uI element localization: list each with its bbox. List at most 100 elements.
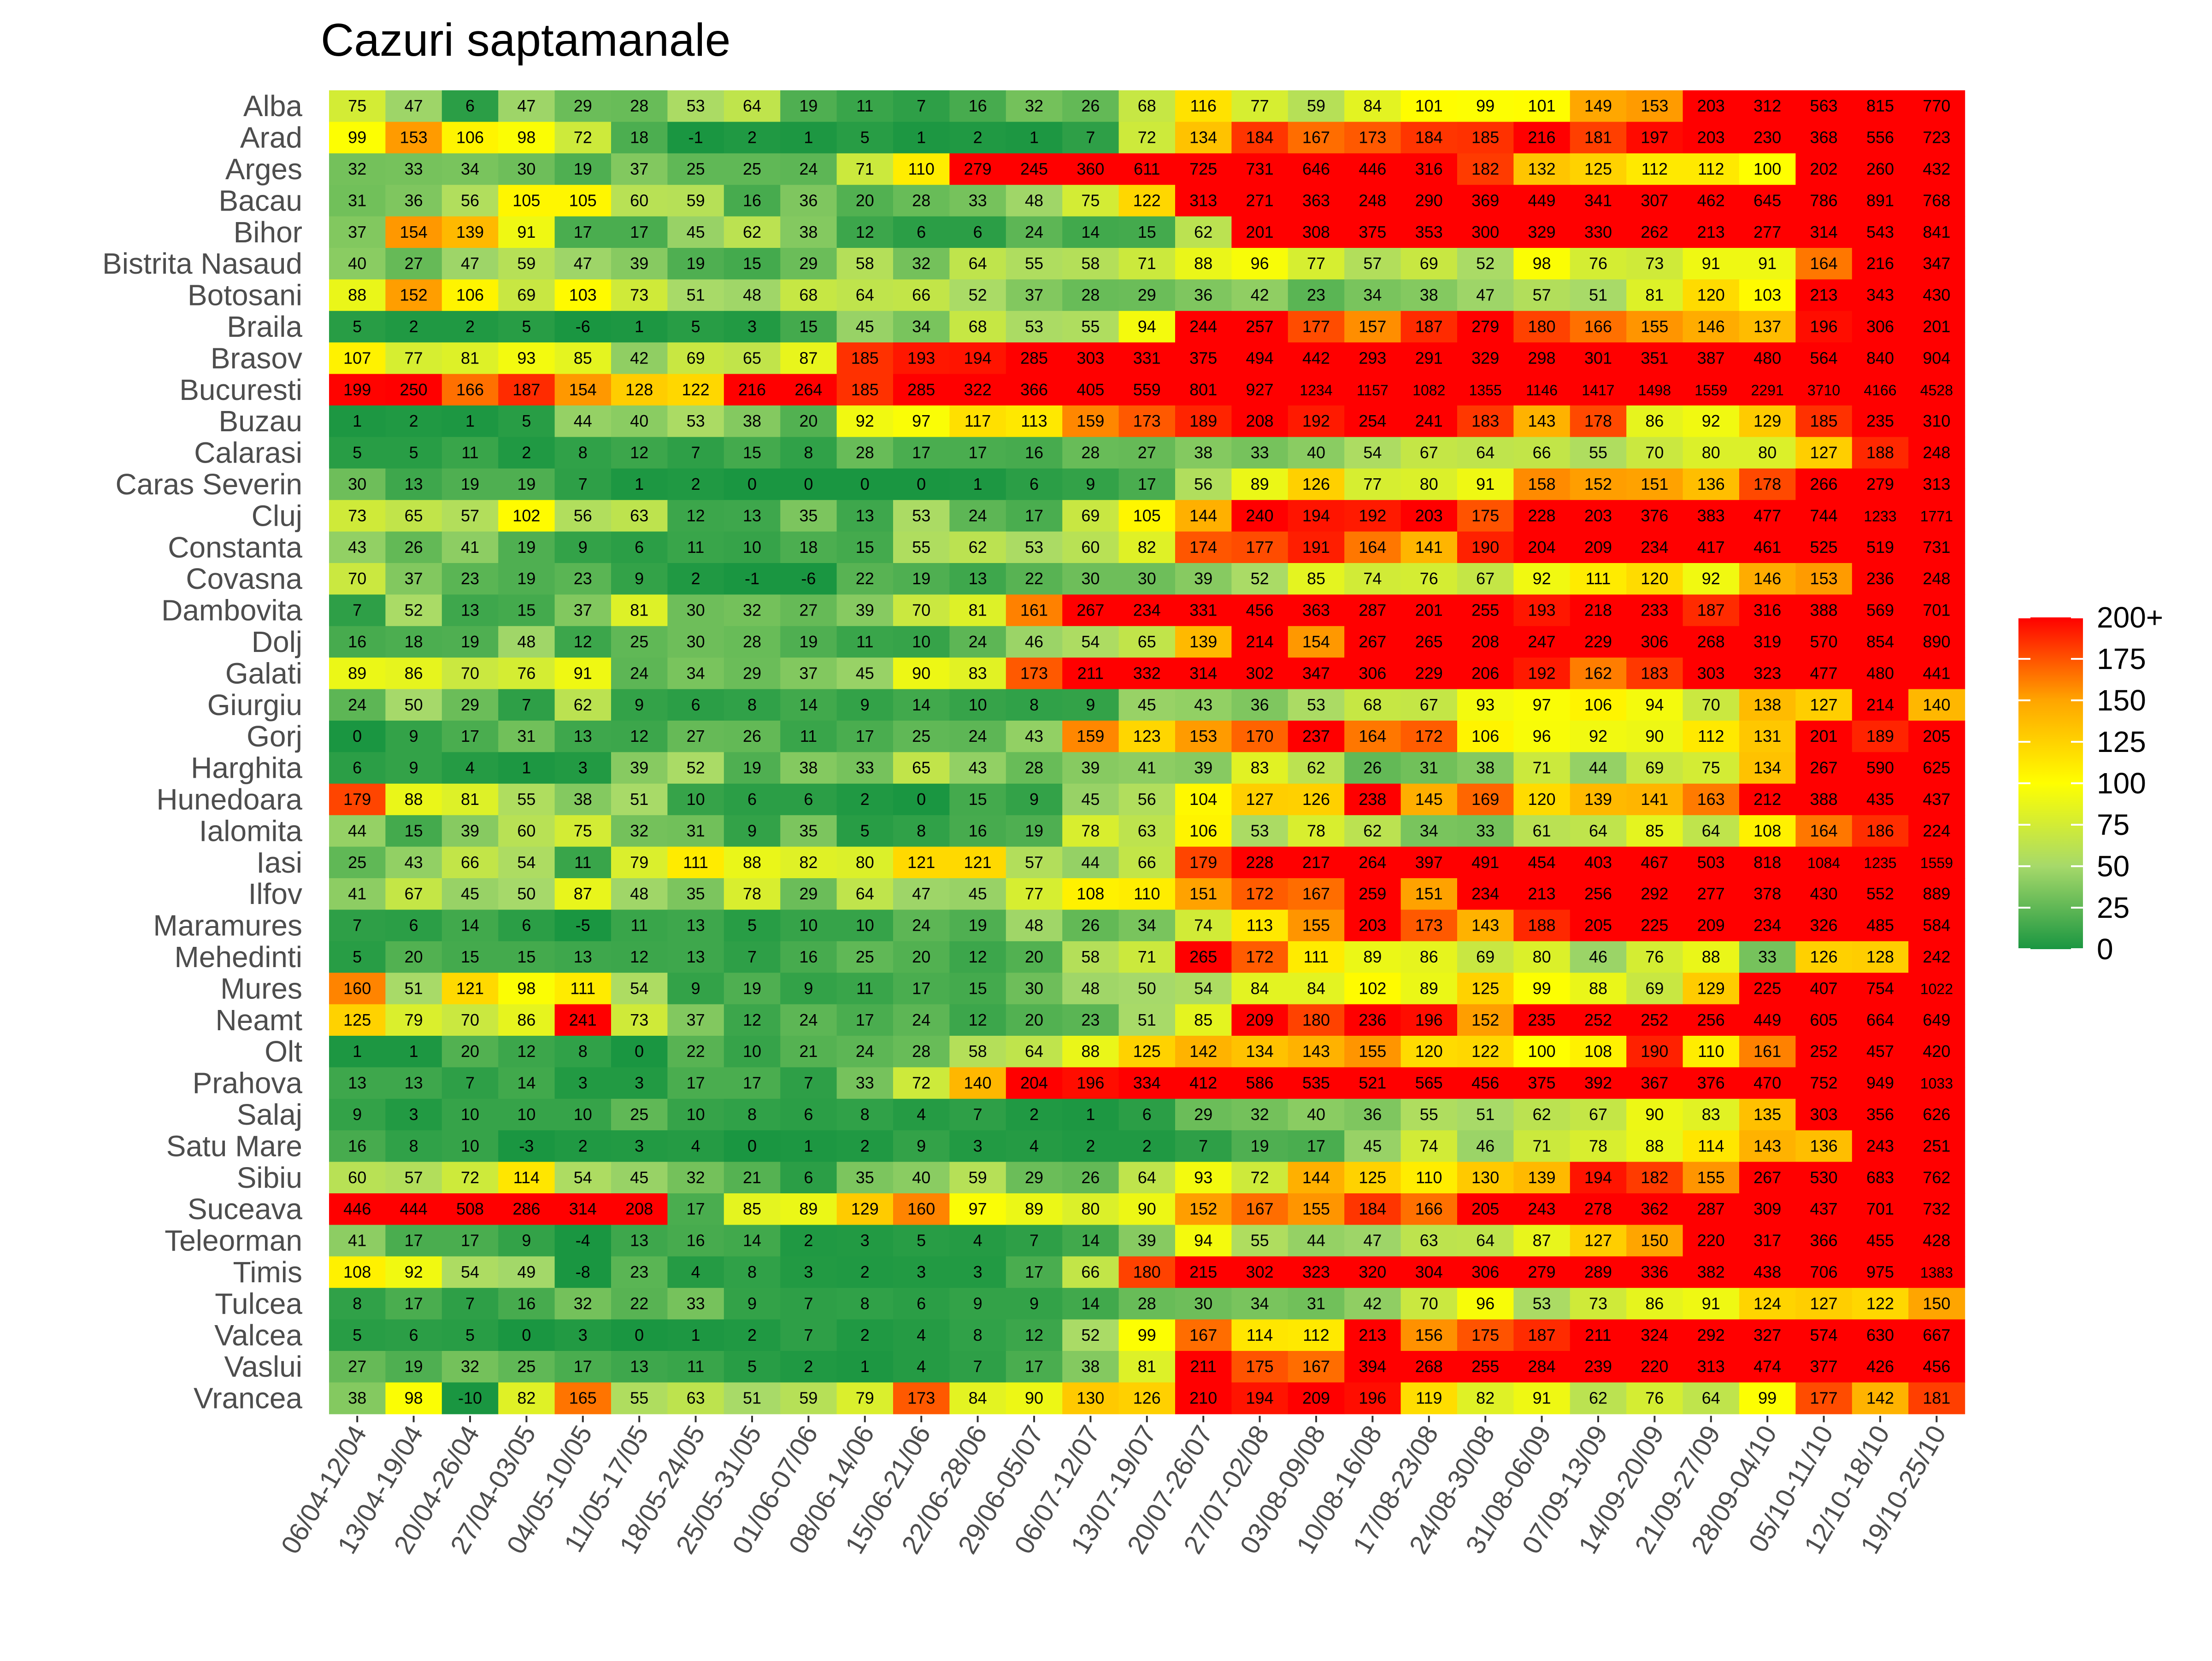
cell-value-label: 54	[461, 1262, 479, 1281]
heatmap-cell	[554, 973, 612, 1005]
heatmap-cell	[554, 657, 612, 690]
cell-value-label: 151	[1641, 475, 1668, 493]
cell-value-label: 64	[969, 254, 987, 273]
cell-value-label: 167	[1302, 128, 1330, 147]
cell-value-label: 89	[1363, 947, 1382, 966]
cell-value-label: 10	[856, 916, 874, 935]
heatmap-cell	[1570, 311, 1627, 343]
heatmap-cell	[667, 1098, 724, 1131]
heatmap-cell	[1513, 752, 1571, 784]
heatmap-cell	[498, 878, 555, 910]
heatmap-cell	[1062, 468, 1119, 500]
heatmap-cell	[1231, 594, 1288, 627]
cell-value-label: 164	[1810, 821, 1838, 840]
heatmap-cell	[724, 468, 781, 500]
cell-value-label: 244	[1189, 317, 1217, 336]
heatmap-cell	[1400, 185, 1458, 217]
cell-value-label: 38	[348, 1389, 366, 1408]
heatmap-cell	[1400, 153, 1458, 185]
cell-value-label: 53	[687, 411, 705, 430]
heatmap-cell	[1288, 657, 1345, 690]
cell-value-label: 69	[517, 286, 535, 305]
cell-value-label: 31	[1307, 1294, 1325, 1313]
heatmap-cell	[1400, 374, 1458, 406]
heatmap-cell	[1062, 752, 1119, 784]
cell-value-label: 181	[1923, 1389, 1950, 1408]
cell-value-label: 14	[912, 695, 930, 714]
cell-value-label: 51	[630, 790, 648, 809]
cell-value-label: 143	[1753, 1136, 1781, 1155]
heatmap-cell	[441, 437, 499, 469]
heatmap-cell	[893, 153, 950, 185]
heatmap-cell	[1062, 437, 1119, 469]
heatmap-cell	[1626, 279, 1683, 311]
cell-value-label: 503	[1697, 853, 1725, 872]
heatmap-cell	[498, 90, 555, 122]
cell-value-label: 259	[1359, 884, 1386, 903]
cell-value-label: 39	[1194, 569, 1212, 588]
heatmap-cell	[667, 878, 724, 910]
cell-value-label: 64	[743, 96, 761, 115]
heatmap-cell	[1908, 374, 1965, 406]
cell-value-label: -8	[576, 1262, 590, 1281]
heatmap-cell	[1683, 1036, 1740, 1068]
heatmap-cell	[1570, 1036, 1627, 1068]
cell-value-label: 890	[1923, 632, 1950, 651]
cell-value-label: 36	[799, 191, 818, 210]
cell-value-label: 701	[1866, 1199, 1894, 1218]
cell-value-label: 81	[1645, 286, 1664, 305]
cell-value-label: 192	[1359, 506, 1386, 525]
heatmap-cell	[1908, 500, 1965, 532]
cell-value-label: 127	[1810, 695, 1838, 714]
heatmap-cell	[1288, 973, 1345, 1005]
cell-value-label: 64	[856, 286, 874, 305]
cell-value-label: 470	[1753, 1074, 1781, 1092]
cell-value-label: 86	[1645, 1294, 1664, 1313]
heatmap-cell	[836, 311, 894, 343]
heatmap-cell	[1570, 1162, 1627, 1194]
cell-value-label: 289	[1584, 1262, 1612, 1281]
cell-value-label: 203	[1697, 128, 1725, 147]
cell-value-label: 19	[517, 475, 535, 493]
cell-value-label: 252	[1584, 1010, 1612, 1029]
heatmap-cell	[1006, 563, 1063, 595]
cell-value-label: 309	[1753, 1199, 1781, 1218]
heatmap-cell	[1006, 1004, 1063, 1036]
heatmap-cell	[836, 783, 894, 816]
cell-value-label: 213	[1697, 223, 1725, 241]
cell-value-label: 5	[917, 1231, 926, 1250]
heatmap-cell	[1288, 311, 1345, 343]
cell-value-label: 2	[860, 790, 870, 809]
cell-value-label: 6	[747, 790, 757, 809]
cell-value-label: 19	[969, 916, 987, 935]
heatmap-cell	[1739, 815, 1796, 847]
cell-value-label: 376	[1697, 1074, 1725, 1092]
cell-value-label: 17	[1025, 506, 1043, 525]
cell-value-label: 99	[348, 128, 366, 147]
cell-value-label: 10	[969, 695, 987, 714]
cell-value-label: 29	[574, 96, 592, 115]
heatmap-cell	[1400, 1067, 1458, 1099]
heatmap-cell	[893, 531, 950, 563]
heatmap-cell	[1739, 1193, 1796, 1225]
cell-value-label: 63	[630, 506, 648, 525]
cell-value-label: 12	[969, 1010, 987, 1029]
cell-value-label: 107	[343, 348, 371, 367]
cell-value-label: 3	[578, 1326, 588, 1344]
heatmap-cell	[1795, 531, 1853, 563]
cell-value-label: 167	[1302, 1357, 1330, 1376]
heatmap-cell	[1739, 153, 1796, 185]
heatmap-cell	[893, 342, 950, 375]
heatmap-cell	[1344, 657, 1401, 690]
heatmap-cell	[441, 815, 499, 847]
cell-value-label: 256	[1697, 1010, 1725, 1029]
heatmap-cell	[1739, 721, 1796, 752]
cell-value-label: 9	[409, 758, 418, 777]
cell-value-label: 9	[1030, 790, 1039, 809]
cell-value-label: 33	[969, 191, 987, 210]
heatmap-cell	[667, 500, 724, 532]
heatmap-cell	[1006, 1036, 1063, 1068]
heatmap-cell	[1908, 1036, 1965, 1068]
cell-value-label: 141	[1641, 790, 1668, 809]
